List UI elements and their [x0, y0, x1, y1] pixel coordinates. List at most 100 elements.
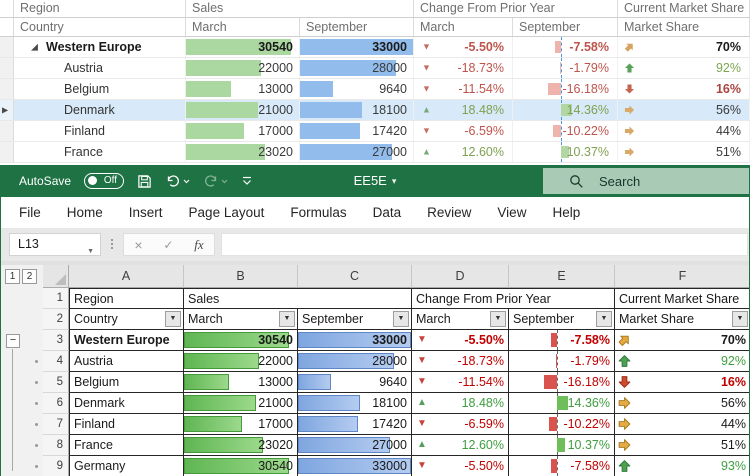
cell-D7[interactable]: ▼ -6.59% [412, 414, 509, 435]
filter-button[interactable]: ▼ [393, 311, 409, 327]
cell-change-march[interactable]: ▼ -6.59% [414, 121, 513, 141]
insert-function-button[interactable]: fx [194, 236, 204, 252]
autosave-toggle[interactable]: Off [84, 173, 125, 189]
formula-input[interactable] [221, 233, 748, 256]
confirm-entry-button[interactable]: ✓ [163, 237, 174, 252]
cell-D5[interactable]: ▼ -11.54% [412, 372, 509, 393]
tab-insert[interactable]: Insert [128, 205, 163, 220]
cell-A1[interactable]: Region [69, 288, 184, 309]
column-header-F[interactable]: F [615, 265, 749, 288]
column-header-september[interactable]: September [513, 18, 618, 36]
cell-A8[interactable]: France [69, 435, 184, 456]
cell-F2[interactable]: Market Share ▼ [615, 309, 749, 330]
cell-B3[interactable]: 30540 [184, 330, 298, 351]
cell-country[interactable]: Belgium [14, 79, 186, 99]
filter-button[interactable]: ▼ [165, 311, 181, 327]
tab-page-layout[interactable]: Page Layout [188, 205, 265, 220]
cell-market-share[interactable]: 56% [618, 100, 750, 120]
row-header-5[interactable]: 5 [43, 372, 69, 393]
cell-D9[interactable]: ▼ -5.50% [412, 456, 509, 476]
row-header-1[interactable]: 1 [43, 288, 69, 309]
cell-B2[interactable]: March ▼ [184, 309, 298, 330]
filter-button[interactable]: ▼ [490, 311, 506, 327]
cell-sales-march[interactable]: 17000 [186, 121, 300, 141]
outline-level-1-button[interactable]: 1 [5, 269, 20, 284]
cell-F9[interactable]: 93% [615, 456, 749, 476]
cell-E2[interactable]: September ▼ [509, 309, 615, 330]
cell-A6[interactable]: Denmark [69, 393, 184, 414]
cell-B5[interactable]: 13000 [184, 372, 298, 393]
cell-sales-september[interactable]: 28000 [300, 58, 414, 78]
redo-button[interactable] [203, 174, 228, 189]
cell-F6[interactable]: 56% [615, 393, 749, 414]
cell-market-share[interactable]: 44% [618, 121, 750, 141]
customize-toolbar-button[interactable] [241, 176, 253, 186]
search-box[interactable]: Search [543, 168, 749, 194]
cell-A7[interactable]: Finland [69, 414, 184, 435]
column-header-B[interactable]: B [184, 265, 298, 288]
cell-sales-march[interactable]: 30540 [186, 37, 300, 57]
cell-C8[interactable]: 27000 [298, 435, 412, 456]
cell-change-march[interactable]: ▲ 12.60% [414, 142, 513, 162]
cell-E4[interactable]: -1.79% [509, 351, 615, 372]
cell-D6[interactable]: ▲ 18.48% [412, 393, 509, 414]
cell-C2[interactable]: September ▼ [298, 309, 412, 330]
row-header-6[interactable]: 6 [43, 393, 69, 414]
row-header-4[interactable]: 4 [43, 351, 69, 372]
row-header-8[interactable]: 8 [43, 435, 69, 456]
grid-row[interactable]: ▶ Denmark 21000 18100 ▲ 18.48% 14.36% 56% [0, 100, 750, 121]
cell-country[interactable]: Finland [14, 121, 186, 141]
cell-change-march[interactable]: ▼ -11.54% [414, 79, 513, 99]
cell-B7[interactable]: 17000 [184, 414, 298, 435]
filter-button[interactable]: ▼ [279, 311, 295, 327]
grid-row[interactable]: ◢ Western Europe 30540 33000 ▼ -5.50% -7.58% 70… [0, 37, 750, 58]
cancel-entry-button[interactable]: × [134, 236, 143, 253]
cell-F1[interactable]: Current Market Share [615, 288, 749, 309]
cell-country[interactable]: France [14, 142, 186, 162]
cell-B1[interactable]: Sales [184, 288, 412, 309]
cell-sales-march[interactable]: 22000 [186, 58, 300, 78]
row-header-7[interactable]: 7 [43, 414, 69, 435]
row-header-9[interactable]: 9 [43, 456, 69, 476]
cell-A2[interactable]: Country ▼ [69, 309, 184, 330]
column-header-E[interactable]: E [509, 265, 615, 288]
cell-F7[interactable]: 44% [615, 414, 749, 435]
filter-button[interactable]: ▼ [596, 311, 612, 327]
column-header-september[interactable]: September [300, 18, 414, 36]
cell-E5[interactable]: -16.18% [509, 372, 615, 393]
workbook-title[interactable]: EE5E ▾ [354, 165, 397, 197]
cell-C3[interactable]: 33000 [298, 330, 412, 351]
cell-B9[interactable]: 30540 [184, 456, 298, 476]
cell-C6[interactable]: 18100 [298, 393, 412, 414]
cell-market-share[interactable]: 92% [618, 58, 750, 78]
cell-C5[interactable]: 9640 [298, 372, 412, 393]
select-all-corner[interactable] [43, 265, 69, 288]
cell-C9[interactable]: 33000 [298, 456, 412, 476]
cell-change-march[interactable]: ▲ 18.48% [414, 100, 513, 120]
cell-sales-march[interactable]: 21000 [186, 100, 300, 120]
cell-B8[interactable]: 23020 [184, 435, 298, 456]
save-button[interactable] [137, 174, 152, 189]
undo-button[interactable] [165, 174, 190, 189]
grid-row[interactable]: Austria 22000 28000 ▼ -18.73% -1.79% 92% [0, 58, 750, 79]
cell-sales-september[interactable]: 18100 [300, 100, 414, 120]
cell-change-march[interactable]: ▼ -5.50% [414, 37, 513, 57]
grid-row[interactable]: France 23020 27000 ▲ 12.60% 10.37% 51% [0, 142, 750, 163]
cell-B4[interactable]: 22000 [184, 351, 298, 372]
cell-B6[interactable]: 21000 [184, 393, 298, 414]
tab-file[interactable]: File [19, 205, 41, 220]
column-header-A[interactable]: A [69, 265, 184, 288]
cell-market-share[interactable]: 51% [618, 142, 750, 162]
tab-review[interactable]: Review [427, 205, 472, 220]
cell-D4[interactable]: ▼ -18.73% [412, 351, 509, 372]
cell-sales-september[interactable]: 33000 [300, 37, 414, 57]
cell-sales-march[interactable]: 23020 [186, 142, 300, 162]
grid-row[interactable]: Finland 17000 17420 ▼ -6.59% -10.22% 44% [0, 121, 750, 142]
cell-A9[interactable]: Germany [69, 456, 184, 476]
column-header-country[interactable]: Country [14, 18, 186, 36]
cell-F8[interactable]: 51% [615, 435, 749, 456]
column-header-D[interactable]: D [412, 265, 509, 288]
cell-country[interactable]: Austria [14, 58, 186, 78]
cell-change-september[interactable]: 10.37% [513, 142, 618, 162]
cell-sales-september[interactable]: 9640 [300, 79, 414, 99]
